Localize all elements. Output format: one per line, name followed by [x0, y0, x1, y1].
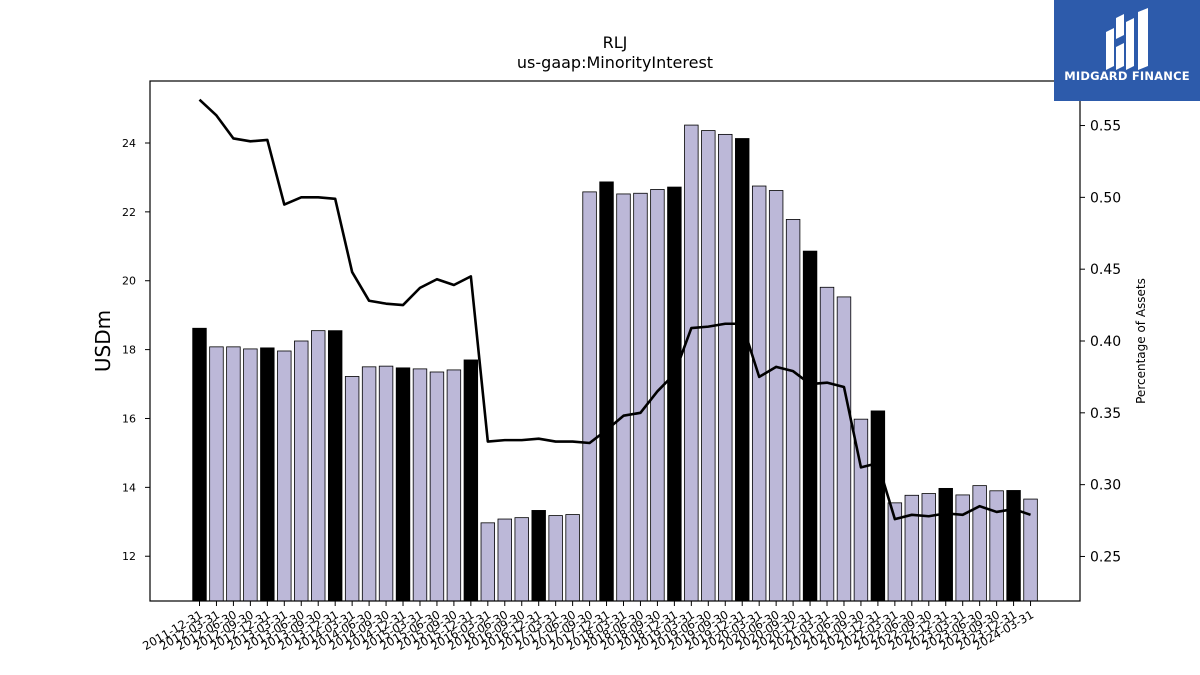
y2-tick-label: 0.55: [1090, 119, 1121, 135]
bar: [972, 485, 987, 602]
bar: [616, 193, 631, 602]
bar: [243, 348, 258, 602]
line-group: [198, 98, 1031, 521]
bar: [311, 330, 326, 602]
bar: [480, 522, 496, 602]
bar: [684, 124, 699, 602]
bar: [548, 515, 563, 602]
y2-tick-label: 0.30: [1090, 478, 1121, 494]
midgard-finance-logo: MIDGARD FINANCE: [1054, 0, 1200, 101]
bar: [294, 340, 309, 602]
axes-group: 12 14 16 18 20 22 24 0.25 0.30 0.35 0.40 0.45 0.50 0.…: [122, 80, 1121, 653]
bar: [395, 367, 411, 602]
bar: [955, 494, 970, 602]
bar: [718, 133, 733, 602]
bar: [819, 286, 835, 602]
bar: [429, 371, 445, 602]
bar: [463, 359, 479, 602]
y2-axis-label: Percentage of Assets: [1134, 278, 1148, 404]
bar: [277, 350, 292, 602]
bar: [192, 327, 207, 602]
bar: [378, 365, 394, 602]
bar: [209, 346, 224, 602]
bar: [768, 190, 784, 602]
bar: [599, 181, 614, 602]
bar: [836, 296, 852, 602]
bar: [344, 376, 360, 602]
y-tick-label: 22: [122, 206, 136, 219]
bar: [497, 518, 512, 602]
bar: [701, 130, 716, 602]
bar: [531, 510, 546, 602]
bar: [785, 219, 801, 602]
y-axis-label: USDm: [91, 310, 115, 372]
bar: [667, 186, 682, 602]
y2-tick-label: 0.45: [1090, 262, 1121, 278]
bar: [904, 494, 920, 602]
bar: [802, 250, 818, 602]
y-tick-label: 24: [122, 137, 136, 150]
y-tick-label: 12: [122, 550, 136, 563]
bar: [582, 191, 597, 602]
percentage-line: [198, 98, 1031, 521]
bar: [446, 369, 462, 602]
y2-tick-label: 0.40: [1090, 334, 1121, 350]
bar: [260, 347, 275, 602]
bar: [226, 346, 241, 602]
bar: [870, 410, 886, 602]
y-tick-label: 18: [122, 344, 136, 357]
bar: [412, 368, 428, 602]
bar: [1006, 490, 1021, 602]
bar: [735, 138, 750, 602]
chart-subtitle: us-gaap:MinorityInterest: [517, 53, 713, 72]
bar: [361, 366, 377, 602]
bar: [938, 487, 953, 602]
bar: [633, 192, 648, 602]
y2-tick-label: 0.25: [1090, 549, 1121, 565]
bar: [327, 330, 343, 602]
logo-text: MIDGARD FINANCE: [1064, 69, 1190, 83]
y-tick-label: 20: [122, 275, 136, 288]
bar: [921, 493, 936, 602]
bar: [514, 517, 529, 602]
y-tick-label: 16: [122, 412, 136, 425]
y2-tick-label: 0.50: [1090, 190, 1121, 206]
bar: [565, 514, 580, 602]
y-tick-label: 14: [122, 481, 136, 494]
bar: [751, 185, 767, 602]
y2-tick-label: 0.35: [1090, 406, 1121, 422]
chart-title: RLJ: [603, 33, 628, 52]
logo-mark-icon: [1106, 8, 1148, 70]
bar: [989, 490, 1004, 602]
